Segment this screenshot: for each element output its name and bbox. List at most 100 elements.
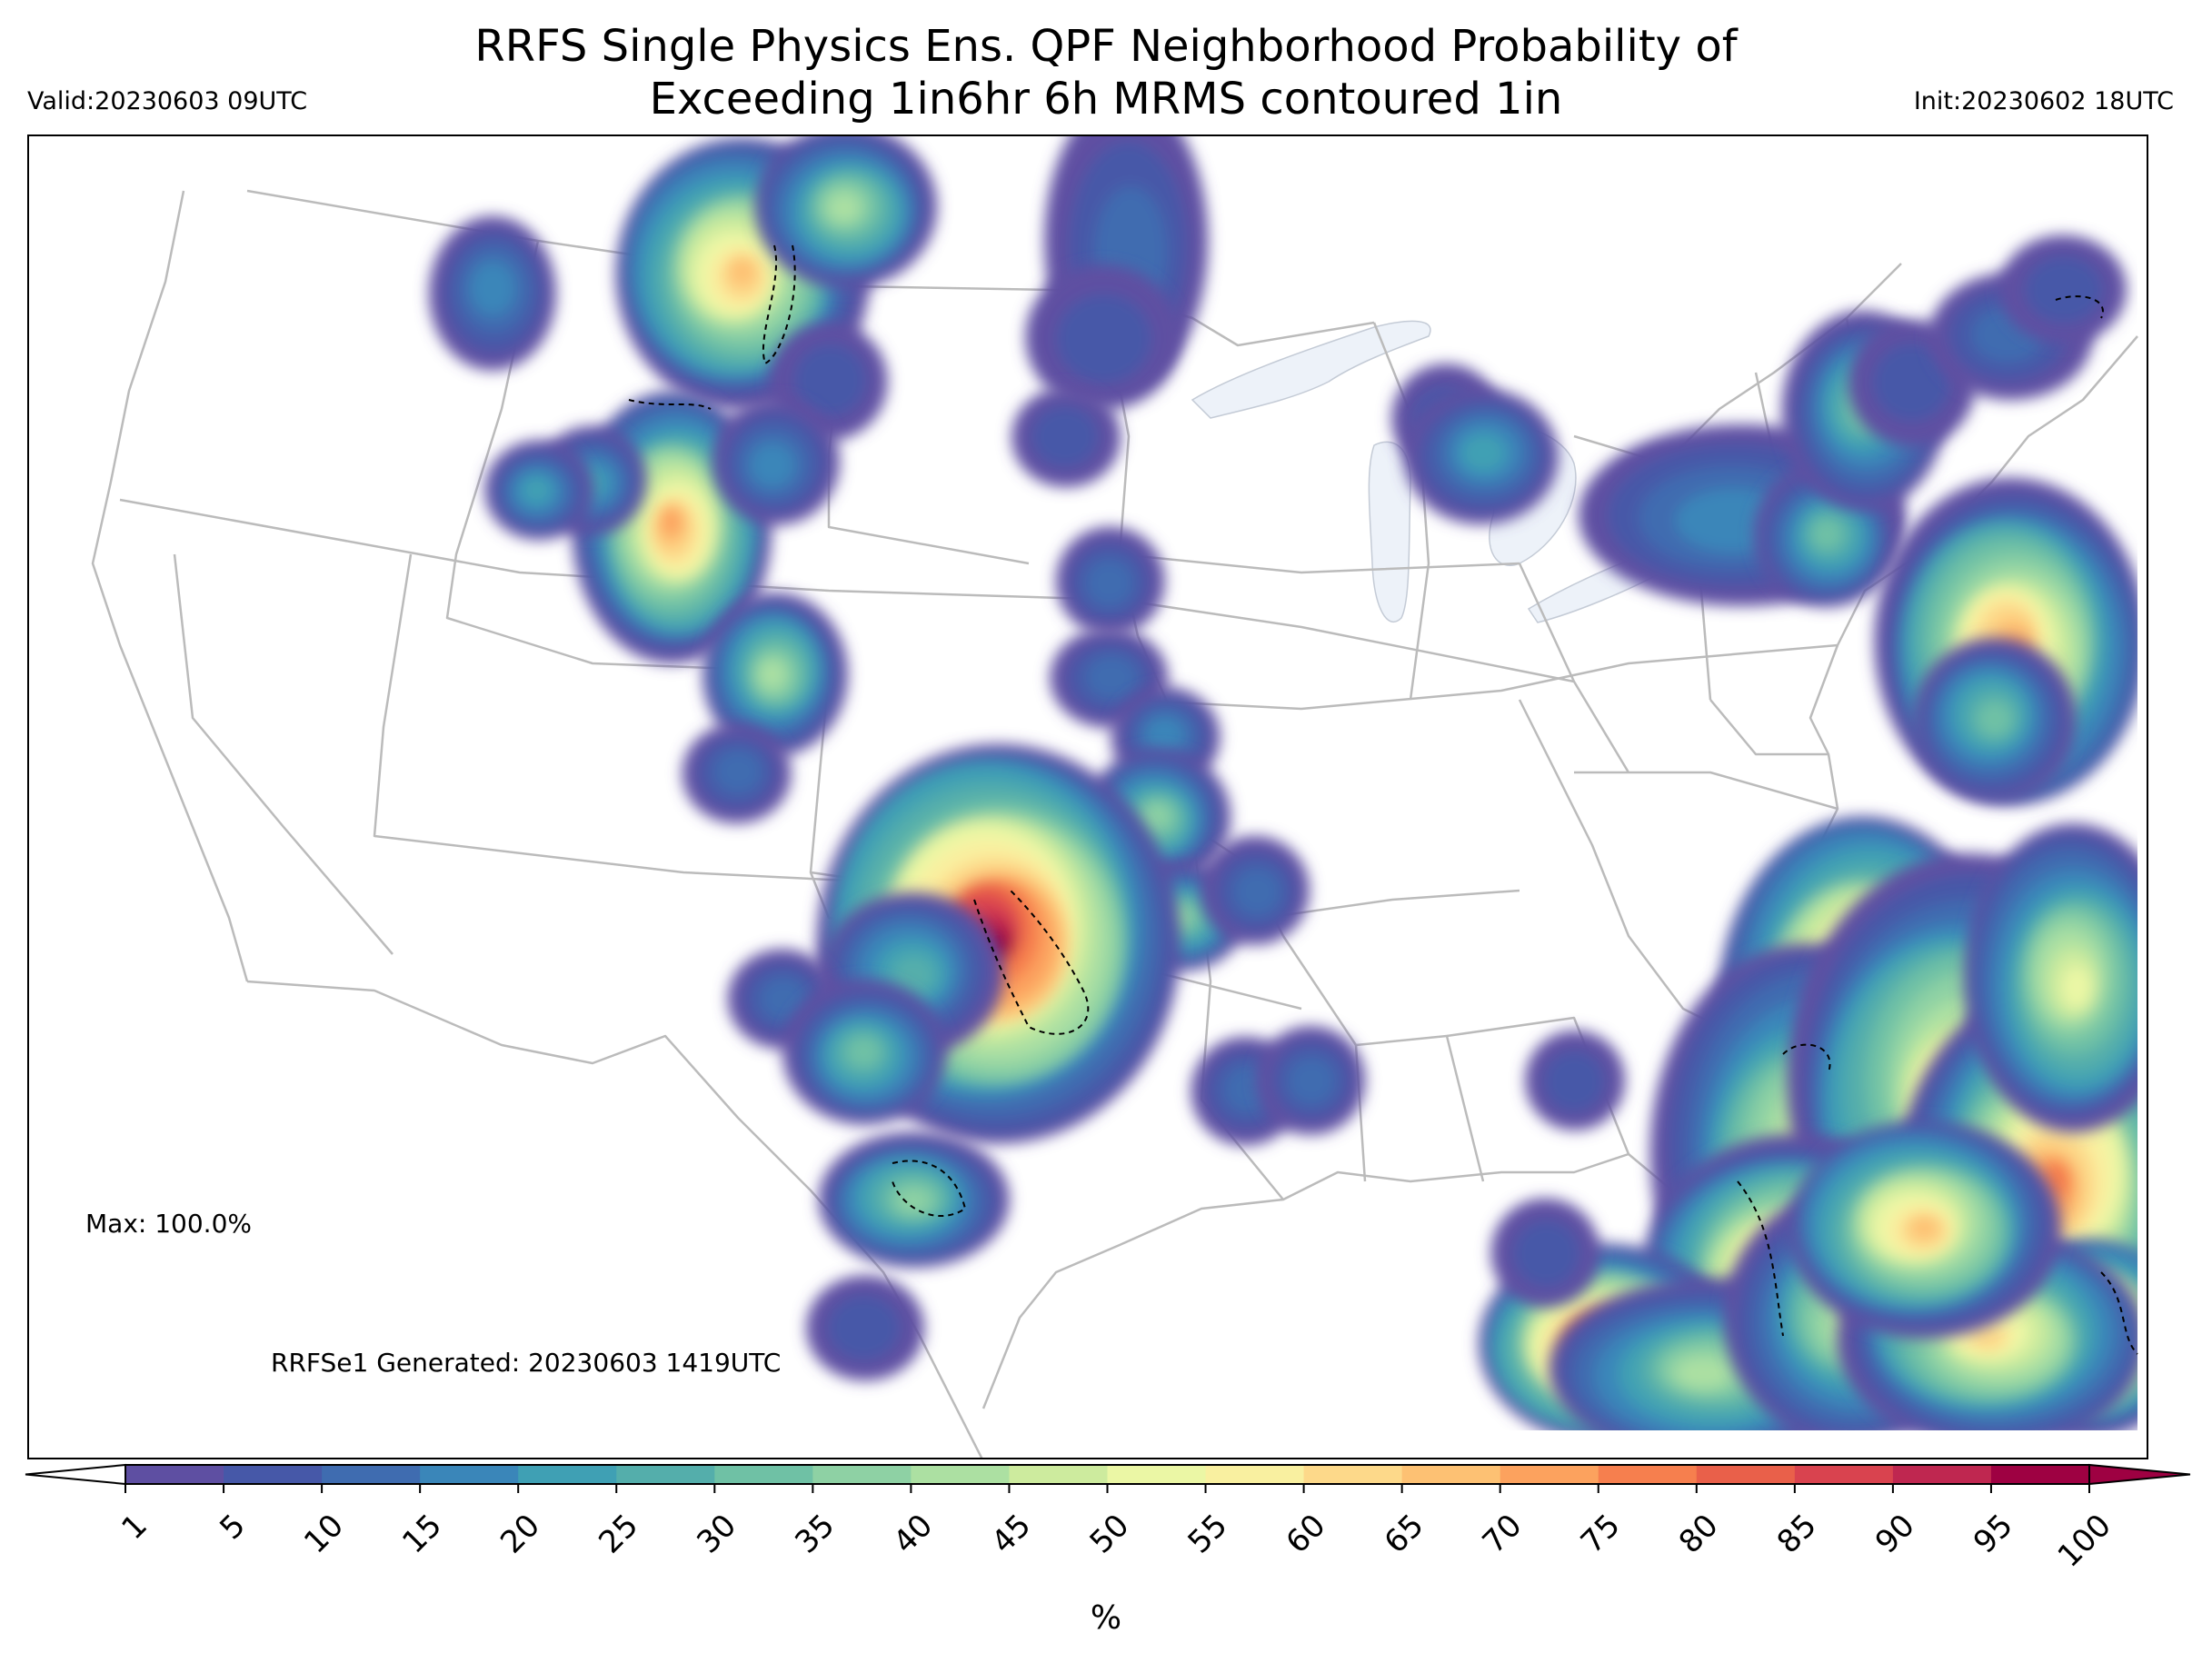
- colorbar-tick-label: 85: [1770, 1508, 1824, 1561]
- probability-blob: [1912, 637, 2077, 802]
- probability-contour-band: [1085, 654, 1138, 700]
- colorbar-swatch: [1107, 1465, 1207, 1484]
- colorbar-tick-label: 35: [788, 1508, 842, 1561]
- probability-blob: [1753, 462, 1899, 608]
- probability-contour-band: [1031, 405, 1099, 468]
- probability-blob: [782, 979, 947, 1125]
- colorbar-swatch: [420, 1465, 519, 1484]
- colorbar-tick-label: 15: [395, 1508, 449, 1561]
- contour-georgia: [1782, 1043, 1831, 1073]
- colorbar-swatch: [812, 1465, 912, 1484]
- colorbar-tick-label: 65: [1378, 1508, 1431, 1561]
- contour-bahamas: [2100, 1271, 2138, 1355]
- probability-blob: [1025, 264, 1181, 411]
- probability-field: [429, 136, 2137, 1430]
- contour-montana: [762, 244, 796, 365]
- probability-blob: [1403, 388, 1559, 525]
- probability-contour-band: [713, 749, 762, 794]
- colorbar-swatch: [125, 1465, 224, 1484]
- colorbar-swatch: [1598, 1465, 1698, 1484]
- colorbar-tick-label: 25: [592, 1508, 645, 1561]
- colorbar-tick-label: 60: [1280, 1508, 1333, 1561]
- init-time-label: Init:20230602 18UTC: [1913, 87, 2174, 115]
- map-canvas: [91, 136, 2138, 1458]
- title-line-1: RRFS Single Physics Ens. QPF Neighborhoo…: [474, 21, 1738, 72]
- probability-contour-band: [829, 194, 860, 222]
- probability-contour-band: [1232, 867, 1282, 917]
- probability-contour-band: [1287, 1056, 1336, 1106]
- contour-texas: [892, 1160, 967, 1218]
- colorbar-swatch: [1401, 1465, 1501, 1484]
- colorbar-tick-label: 75: [1574, 1508, 1628, 1561]
- probability-contour-band: [892, 954, 936, 995]
- probability-blob: [755, 136, 938, 289]
- colorbar-tick-label: 20: [493, 1508, 547, 1561]
- probability-blob: [702, 592, 848, 756]
- probability-contour-band: [2061, 966, 2092, 1009]
- colorbar-tick-label: 1: [115, 1508, 154, 1548]
- colorbar-tick-label: 5: [213, 1508, 253, 1548]
- probability-blob: [1200, 835, 1310, 945]
- probability-contour-band: [1145, 717, 1184, 753]
- colorbar-tick-label: 45: [984, 1508, 1038, 1561]
- colorbar-tick-label: 30: [690, 1508, 743, 1561]
- colorbar-tick-label: 10: [297, 1508, 351, 1561]
- probability-blob: [1964, 823, 2137, 1133]
- probability-contour-band: [1969, 1325, 2007, 1351]
- valid-time-label: Valid:20230603 09UTC: [27, 87, 308, 115]
- lake-superior: [1191, 320, 1431, 419]
- probability-contour-band: [2024, 255, 2103, 324]
- probability-contour-band: [827, 1295, 901, 1360]
- colorbar-extend-over: [2088, 1463, 2191, 1486]
- colorbar-swatch: [911, 1465, 1010, 1484]
- colorbar-swatch: [224, 1465, 323, 1484]
- probability-blob: [818, 1131, 1010, 1269]
- probability-blob: [1011, 387, 1121, 488]
- colorbar-units-label: %: [1090, 1599, 1122, 1637]
- colorbar-swatch: [518, 1465, 617, 1484]
- probability-blob: [1050, 627, 1169, 728]
- colorbar-swatch: [1990, 1465, 2090, 1484]
- probability-contour-band: [1543, 1051, 1606, 1112]
- colorbar-tick-label: 95: [1967, 1508, 2020, 1561]
- probability-contour-band: [470, 261, 515, 315]
- contour-oklahoma: [973, 890, 1090, 1035]
- max-value-label: Max: 100.0%: [85, 1209, 252, 1239]
- probability-blob: [682, 723, 792, 824]
- probability-contour-band: [521, 475, 553, 505]
- probability-blob: [484, 440, 594, 541]
- probability-contour-band: [1056, 294, 1152, 383]
- probability-contour-band: [760, 660, 784, 688]
- probability-contour-band: [793, 344, 867, 417]
- colorbar-tick-label: 90: [1868, 1508, 1922, 1561]
- colorbar-tick-label: 100: [2051, 1508, 2118, 1575]
- probability-contour-band: [846, 1036, 882, 1068]
- generated-label: RRFSe1 Generated: 20230603 1419UTC: [271, 1348, 782, 1378]
- probability-contour-band: [759, 976, 808, 1021]
- probability-blob: [1490, 1198, 1600, 1308]
- colorbar-tick-label: 50: [1083, 1508, 1137, 1561]
- title-line-2: Exceeding 1in6hr 6h MRMS contoured 1in: [649, 74, 1563, 124]
- colorbar-swatch: [1696, 1465, 1796, 1484]
- colorbar-swatch: [1500, 1465, 1599, 1484]
- colorbar-swatch: [1205, 1465, 1305, 1484]
- probability-contour-band: [1142, 803, 1171, 829]
- probability-contour-band: [1872, 343, 1951, 422]
- colorbar-swatch: [322, 1465, 421, 1484]
- colorbar-tick-label: 80: [1672, 1508, 1726, 1561]
- probability-blob: [1256, 1025, 1366, 1135]
- probability-blob: [712, 398, 840, 526]
- probability-blob: [1055, 526, 1165, 636]
- colorbar-swatch: [1794, 1465, 1894, 1484]
- probability-contour-band: [661, 507, 683, 536]
- contour-florida: [1737, 1180, 1784, 1337]
- map-panel: [27, 134, 2148, 1459]
- colorbar-swatch: [1303, 1465, 1403, 1484]
- chart-title: RRFS Single Physics Ens. QPF Neighborhoo…: [0, 20, 2212, 125]
- probability-contour-band: [1908, 1216, 1939, 1240]
- mrms-contours: [628, 244, 2138, 1355]
- west-coast: [91, 190, 249, 982]
- probability-contour-band: [728, 256, 756, 287]
- colorbar-extend-under: [25, 1463, 126, 1486]
- probability-blob: [1525, 1030, 1626, 1130]
